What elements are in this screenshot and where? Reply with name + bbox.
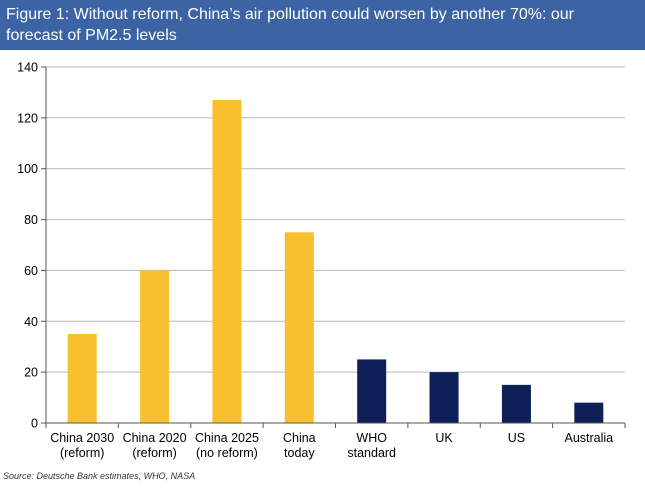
x-category-label: China 2030 xyxy=(50,431,114,445)
y-tick-labels: 0 20 40 60 80 100 120 140 xyxy=(17,61,38,431)
x-category-label: UK xyxy=(435,431,453,445)
y-tick-label: 20 xyxy=(24,366,38,380)
x-category-label: Australia xyxy=(564,431,613,445)
axes xyxy=(41,66,626,428)
figure-title-line-1: Figure 1: Without reform, China’s air po… xyxy=(6,6,574,23)
bar xyxy=(67,334,97,423)
y-tick-label: 0 xyxy=(31,417,38,431)
x-category-label: (no reform) xyxy=(196,446,258,460)
bar xyxy=(140,270,170,423)
y-tick-label: 80 xyxy=(24,213,38,227)
bar xyxy=(574,402,604,423)
y-tick-label: 60 xyxy=(24,264,38,278)
x-category-label: standard xyxy=(347,446,396,460)
bar xyxy=(429,372,459,423)
x-category-label: China xyxy=(283,431,316,445)
x-category-label: (reform) xyxy=(60,446,104,460)
bar xyxy=(501,384,531,423)
y-tick-label: 120 xyxy=(17,111,38,125)
source-note: Source: Deutsche Bank estimates, WHO, NA… xyxy=(3,471,196,481)
x-category-label: today xyxy=(284,446,315,460)
x-category-label: (reform) xyxy=(132,446,176,460)
y-tick-label: 40 xyxy=(24,315,38,329)
bar xyxy=(284,232,314,423)
bar xyxy=(357,359,387,423)
gridlines xyxy=(46,66,625,373)
x-category-label: China 2020 xyxy=(123,431,187,445)
y-tick-label: 140 xyxy=(17,61,38,75)
figure-title: Figure 1: Without reform, China’s air po… xyxy=(0,0,645,50)
y-tick-label: 100 xyxy=(17,162,38,176)
title-divider xyxy=(0,50,645,51)
x-category-label: WHO xyxy=(356,431,387,445)
bars xyxy=(67,100,604,424)
bar xyxy=(212,100,242,424)
figure-title-line-2: forecast of PM2.5 levels xyxy=(6,27,177,44)
x-category-labels: China 2030(reform)China 2020(reform)Chin… xyxy=(50,431,613,460)
x-category-label: US xyxy=(508,431,525,445)
x-category-label: China 2025 xyxy=(195,431,259,445)
